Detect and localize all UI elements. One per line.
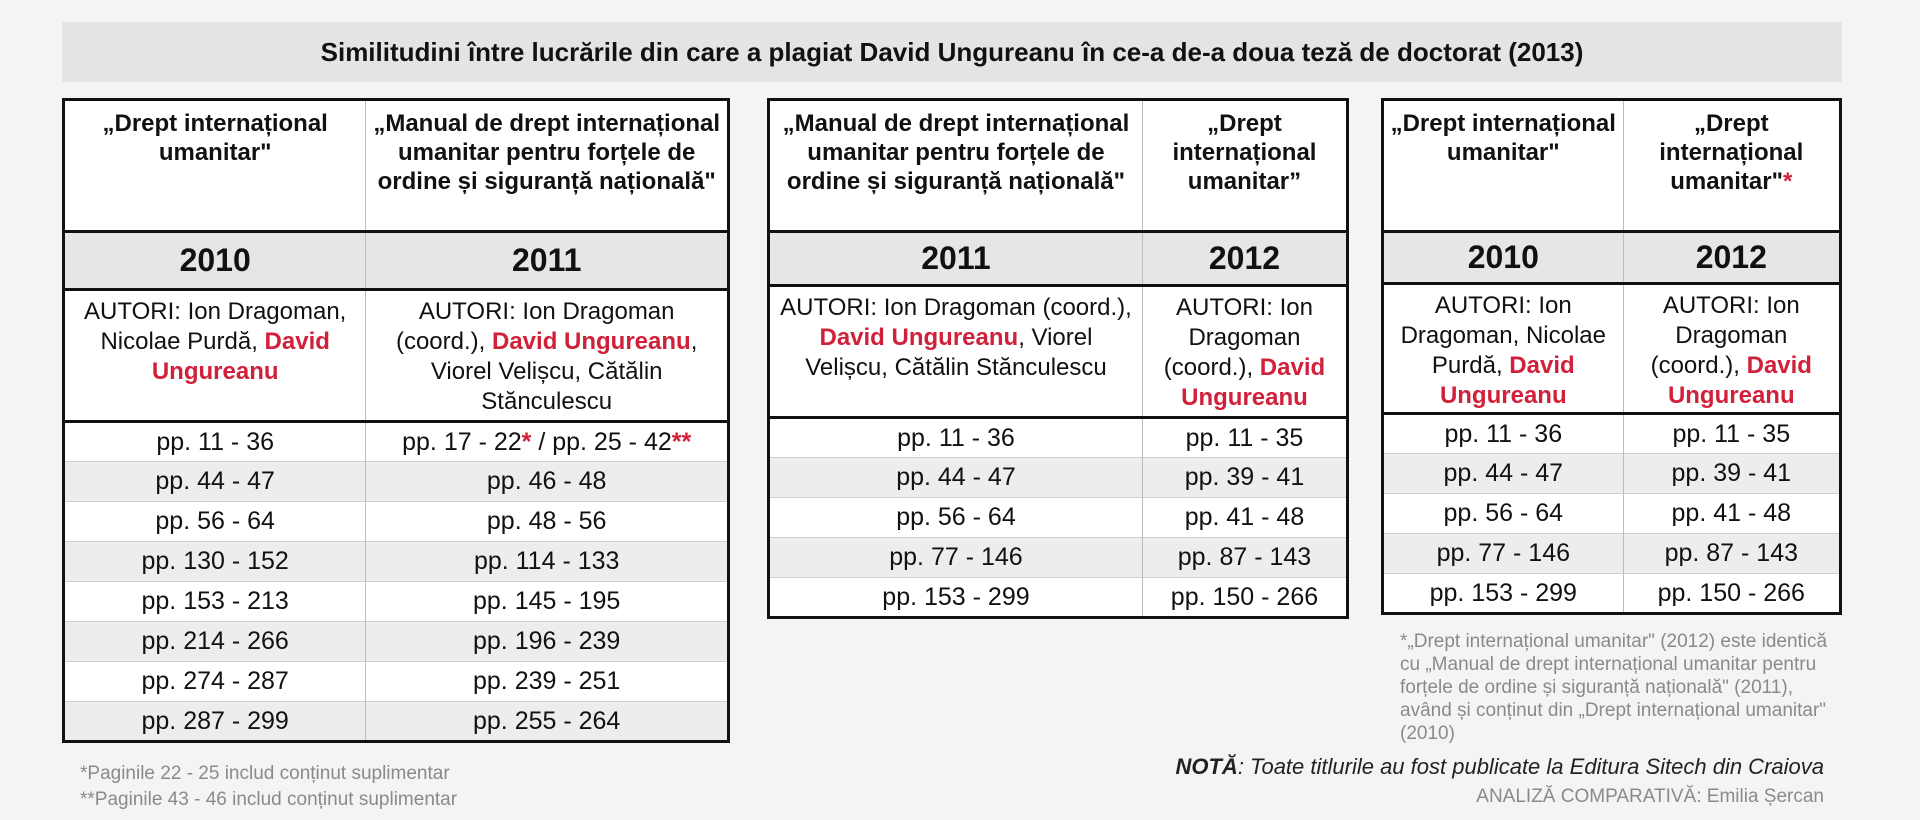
authors-row: AUTORI: Ion Dragoman, Nicolae Purdă, Dav… [1382, 283, 1841, 415]
page-range: pp. 48 - 56 [365, 501, 729, 542]
column-authors: AUTORI: Ion Dragoman (coord.), David Ung… [1622, 283, 1841, 415]
comparison-table-2: „Manual de drept internațional umanitar … [767, 98, 1349, 619]
column-year: 2011 [365, 231, 729, 291]
authors-row: AUTORI: Ion Dragoman (coord.), David Ung… [768, 285, 1348, 419]
page-range: pp. 56 - 64 [768, 497, 1143, 538]
page-range: pp. 77 - 146 [768, 537, 1143, 578]
column-title: „Manual de drept internațional umanitar … [365, 99, 729, 233]
table-row: pp. 44 - 47 pp. 39 - 41 [1382, 453, 1841, 494]
pages-body: pp. 11 - 36 pp. 11 - 35 pp. 44 - 47 pp. … [768, 417, 1348, 618]
table-row: pp. 11 - 36 pp. 17 - 22* / pp. 25 - 42** [63, 421, 729, 462]
column-title: „Drept internațional umanitar" [63, 99, 366, 233]
column-year: 2010 [63, 231, 366, 291]
comparison-table-3: „Drept internațional umanitar" „Drept in… [1381, 98, 1842, 615]
column-year: 2012 [1141, 231, 1348, 287]
page-range: pp. 39 - 41 [1141, 457, 1348, 498]
page-range: pp. 11 - 36 [1382, 413, 1624, 454]
page-range: pp. 11 - 36 [768, 417, 1143, 458]
page-range: pp. 41 - 48 [1622, 493, 1841, 534]
column-authors: AUTORI: Ion Dragoman (coord.), David Ung… [1141, 285, 1348, 419]
footnote-identical: *„Drept internațional umanitar" (2012) e… [1400, 631, 1828, 744]
page-range: pp. 44 - 47 [63, 461, 366, 502]
page-range: pp. 46 - 48 [365, 461, 729, 502]
table-row: pp. 56 - 64 pp. 48 - 56 [63, 501, 729, 542]
footnote-pages-22-25: *Paginile 22 - 25 includ conținut suplim… [80, 763, 450, 784]
page-range: pp. 87 - 143 [1141, 537, 1348, 578]
page-range: pp. 56 - 64 [63, 501, 366, 542]
table-row: pp. 287 - 299 pp. 255 - 264 [63, 701, 729, 742]
page-range: pp. 41 - 48 [1141, 497, 1348, 538]
comparison-table-1: „Drept internațional umanitar" „Manual d… [62, 98, 730, 743]
header-row: „Drept internațional umanitar" „Manual d… [63, 99, 729, 233]
note-label: NOTĂ [1175, 754, 1238, 779]
table-row: pp. 56 - 64 pp. 41 - 48 [768, 497, 1348, 538]
page-range: pp. 17 - 22* / pp. 25 - 42** [365, 421, 729, 462]
table-row: pp. 77 - 146 pp. 87 - 143 [768, 537, 1348, 578]
year-row: 2010 2011 [63, 231, 729, 291]
note-text: : Toate titlurile au fost publicate la E… [1237, 754, 1824, 779]
column-authors: AUTORI: Ion Dragoman, Nicolae Purdă, Dav… [1382, 283, 1624, 415]
page-range: pp. 255 - 264 [365, 701, 729, 742]
page-range: pp. 145 - 195 [365, 581, 729, 622]
column-title: „Drept internațional umanitar" [1382, 99, 1624, 233]
column-year: 2011 [768, 231, 1143, 287]
column-year: 2012 [1622, 231, 1841, 285]
page-range: pp. 153 - 213 [63, 581, 366, 622]
table-row: pp. 153 - 299 pp. 150 - 266 [1382, 573, 1841, 614]
column-title: „Drept internațional umanitar” [1141, 99, 1348, 233]
column-authors: AUTORI: Ion Dragoman, Nicolae Purdă, Dav… [63, 289, 366, 423]
page-range: pp. 11 - 35 [1141, 417, 1348, 458]
pages-body: pp. 11 - 36 pp. 17 - 22* / pp. 25 - 42**… [63, 421, 729, 742]
page-range: pp. 44 - 47 [1382, 453, 1624, 494]
pages-body: pp. 11 - 36 pp. 11 - 35 pp. 44 - 47 pp. … [1382, 413, 1841, 614]
page-range: pp. 39 - 41 [1622, 453, 1841, 494]
page-range: pp. 130 - 152 [63, 541, 366, 582]
page-range: pp. 11 - 35 [1622, 413, 1841, 454]
page-range: pp. 239 - 251 [365, 661, 729, 702]
table-row: pp. 11 - 36 pp. 11 - 35 [1382, 413, 1841, 454]
page-range: pp. 87 - 143 [1622, 533, 1841, 574]
page-range: pp. 56 - 64 [1382, 493, 1624, 534]
table-row: pp. 274 - 287 pp. 239 - 251 [63, 661, 729, 702]
table-row: pp. 77 - 146 pp. 87 - 143 [1382, 533, 1841, 574]
year-row: 2010 2012 [1382, 231, 1841, 285]
table-row: pp. 11 - 36 pp. 11 - 35 [768, 417, 1348, 458]
page-range: pp. 77 - 146 [1382, 533, 1624, 574]
column-year: 2010 [1382, 231, 1624, 285]
table-row: pp. 153 - 213 pp. 145 - 195 [63, 581, 729, 622]
page-range: pp. 214 - 266 [63, 621, 366, 662]
column-authors: AUTORI: Ion Dragoman (coord.), David Ung… [768, 285, 1143, 419]
table-row: pp. 130 - 152 pp. 114 - 133 [63, 541, 729, 582]
page-range: pp. 11 - 36 [63, 421, 366, 462]
table-row: pp. 153 - 299 pp. 150 - 266 [768, 577, 1348, 618]
column-authors: AUTORI: Ion Dragoman (coord.), David Ung… [365, 289, 729, 423]
publication-note: NOTĂ: Toate titlurile au fost publicate … [1175, 754, 1824, 780]
table-row: pp. 44 - 47 pp. 39 - 41 [768, 457, 1348, 498]
header-row: „Manual de drept internațional umanitar … [768, 99, 1348, 233]
header-row: „Drept internațional umanitar" „Drept in… [1382, 99, 1841, 233]
table-row: pp. 214 - 266 pp. 196 - 239 [63, 621, 729, 662]
year-row: 2011 2012 [768, 231, 1348, 287]
column-title: „Drept internațional umanitar"* [1622, 99, 1841, 233]
page-range: pp. 153 - 299 [1382, 573, 1624, 614]
page-range: pp. 153 - 299 [768, 577, 1143, 618]
table-row: pp. 56 - 64 pp. 41 - 48 [1382, 493, 1841, 534]
footnote-pages-43-46: **Paginile 43 - 46 includ conținut supli… [80, 789, 458, 810]
column-title: „Manual de drept internațional umanitar … [768, 99, 1143, 233]
table-row: pp. 44 - 47 pp. 46 - 48 [63, 461, 729, 502]
page-range: pp. 114 - 133 [365, 541, 729, 582]
analysis-credit: ANALIZĂ COMPARATIVĂ: Emilia Șercan [1476, 786, 1824, 807]
page-range: pp. 44 - 47 [768, 457, 1143, 498]
page-range: pp. 196 - 239 [365, 621, 729, 662]
page-range: pp. 150 - 266 [1141, 577, 1348, 618]
authors-row: AUTORI: Ion Dragoman, Nicolae Purdă, Dav… [63, 289, 729, 423]
page-title: Similitudini între lucrările din care a … [62, 22, 1842, 82]
page-range: pp. 274 - 287 [63, 661, 366, 702]
page-range: pp. 150 - 266 [1622, 573, 1841, 614]
page-range: pp. 287 - 299 [63, 701, 366, 742]
